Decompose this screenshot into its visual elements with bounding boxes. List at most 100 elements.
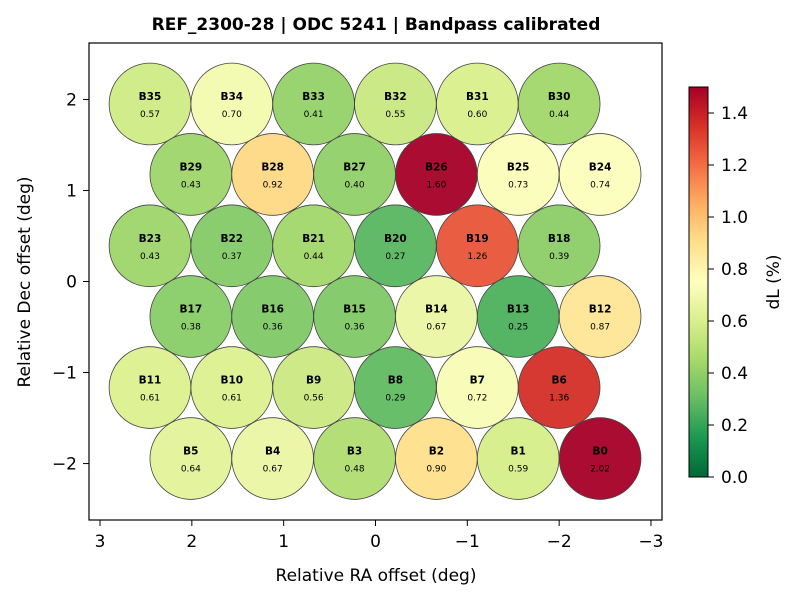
beam-value-label: 0.27	[385, 252, 405, 262]
beam-circle	[354, 346, 437, 429]
beam-circle	[476, 275, 560, 358]
beam-name-label: B0	[592, 446, 607, 458]
beam-value-label: 0.36	[345, 323, 365, 333]
beam-value-label: 0.48	[345, 465, 365, 475]
beam-circle	[395, 275, 478, 358]
beam-b5: B5 0.64	[149, 417, 233, 500]
colorbar-tick-label: 0.2	[721, 416, 748, 436]
x-tick-label: 2	[186, 532, 197, 552]
beam-b18: B18 0.39	[517, 204, 601, 288]
beam-b35: B35 0.57	[108, 62, 192, 146]
beam-b26: B26 1.60	[395, 133, 478, 216]
x-tick-label: −3	[638, 532, 663, 552]
beam-value-label: 0.87	[590, 323, 610, 333]
beam-circle	[354, 62, 437, 146]
beam-name-label: B12	[589, 304, 612, 316]
beam-name-label: B24	[589, 161, 612, 173]
beam-circle	[517, 204, 601, 288]
beam-b29: B29 0.43	[149, 133, 233, 216]
colorbar-ticks: 0.0 0.2 0.4 0.6 0.8 1.0 1.2 1.4	[708, 104, 748, 488]
beam-value-label: 0.38	[181, 323, 201, 333]
beam-name-label: B18	[548, 233, 571, 245]
beam-value-label: 0.55	[385, 110, 405, 120]
beam-name-label: B33	[302, 91, 325, 103]
beam-b30: B30 0.44	[517, 62, 601, 146]
beam-circle	[108, 346, 192, 429]
beam-value-label: 0.41	[304, 110, 324, 120]
beam-b20: B20 0.27	[354, 204, 437, 288]
beam-circle	[108, 204, 192, 288]
chart-title: REF_2300-28 | ODC 5241 | Bandpass calibr…	[152, 15, 601, 35]
beam-name-label: B29	[180, 161, 203, 173]
beam-name-label: B4	[265, 446, 280, 458]
beam-b33: B33 0.41	[272, 62, 355, 146]
y-tick-label: −2	[52, 455, 77, 475]
beam-value-label: 0.29	[385, 394, 405, 404]
beam-circle	[313, 417, 396, 500]
beam-circle	[436, 62, 519, 146]
beams-layer: B35 0.57 B34 0.70 B33 0.41 B32 0.55 B31 0.60 B30 0.…	[108, 62, 642, 500]
y-tick-label: 0	[66, 273, 77, 293]
beam-b0: B0 2.02	[558, 417, 642, 500]
beam-b7: B7 0.72	[436, 346, 519, 429]
beam-circle	[436, 204, 519, 288]
beam-name-label: B10	[220, 375, 243, 387]
beam-circle	[272, 204, 355, 288]
colorbar-tick-label: 0.0	[721, 468, 748, 488]
y-tick-label: −1	[52, 364, 77, 384]
beam-name-label: B26	[425, 161, 448, 173]
beam-circle	[476, 417, 560, 500]
beam-circle	[476, 133, 560, 216]
x-tick-label: 0	[370, 532, 381, 552]
beam-b22: B22 0.37	[190, 204, 274, 288]
beam-value-label: 0.44	[549, 110, 569, 120]
beam-name-label: B1	[511, 446, 526, 458]
x-tick-label: 3	[95, 532, 106, 552]
beam-name-label: B23	[139, 233, 162, 245]
beam-name-label: B5	[183, 446, 198, 458]
beam-name-label: B19	[466, 233, 489, 245]
beam-name-label: B25	[507, 161, 530, 173]
y-axis-label: Relative Dec offset (deg)	[15, 176, 35, 387]
y-tick-label: 1	[66, 181, 77, 201]
beam-b9: B9 0.56	[272, 346, 355, 429]
beam-b24: B24 0.74	[558, 133, 642, 216]
beam-b16: B16 0.36	[231, 275, 314, 358]
beam-name-label: B8	[388, 375, 403, 387]
beam-circle	[108, 62, 192, 146]
beam-circle	[558, 275, 642, 358]
colorbar-tick-label: 1.4	[721, 104, 748, 124]
beam-value-label: 0.92	[263, 180, 283, 190]
beam-value-label: 0.44	[304, 252, 324, 262]
beam-name-label: B22	[220, 233, 243, 245]
beam-b28: B28 0.92	[231, 133, 314, 216]
beam-value-label: 0.67	[263, 465, 283, 475]
beam-b23: B23 0.43	[108, 204, 192, 288]
beam-name-label: B7	[470, 375, 485, 387]
beam-value-label: 0.36	[263, 323, 283, 333]
beam-value-label: 0.72	[467, 394, 487, 404]
beam-value-label: 0.90	[426, 465, 446, 475]
beam-circle	[231, 417, 314, 500]
x-tick-label: −2	[547, 532, 572, 552]
beam-value-label: 0.70	[222, 110, 242, 120]
beam-circle	[517, 346, 601, 429]
beam-circle	[149, 275, 233, 358]
beam-name-label: B15	[343, 304, 366, 316]
beam-value-label: 0.40	[345, 180, 365, 190]
x-axis-label: Relative RA offset (deg)	[276, 566, 477, 586]
beam-name-label: B35	[139, 91, 162, 103]
beam-b19: B19 1.26	[436, 204, 519, 288]
beam-value-label: 0.57	[140, 110, 160, 120]
beam-circle	[517, 62, 601, 146]
beam-value-label: 2.02	[590, 465, 610, 475]
colorbar-gradient	[688, 86, 709, 478]
beam-b34: B34 0.70	[190, 62, 274, 146]
beam-value-label: 1.26	[467, 252, 487, 262]
beam-b2: B2 0.90	[395, 417, 478, 500]
beam-value-label: 0.74	[590, 180, 610, 190]
beam-b31: B31 0.60	[436, 62, 519, 146]
beam-name-label: B3	[347, 446, 362, 458]
beam-value-label: 0.61	[222, 394, 242, 404]
y-axis-ticks: 2 1 0 −1 −2	[52, 90, 89, 475]
